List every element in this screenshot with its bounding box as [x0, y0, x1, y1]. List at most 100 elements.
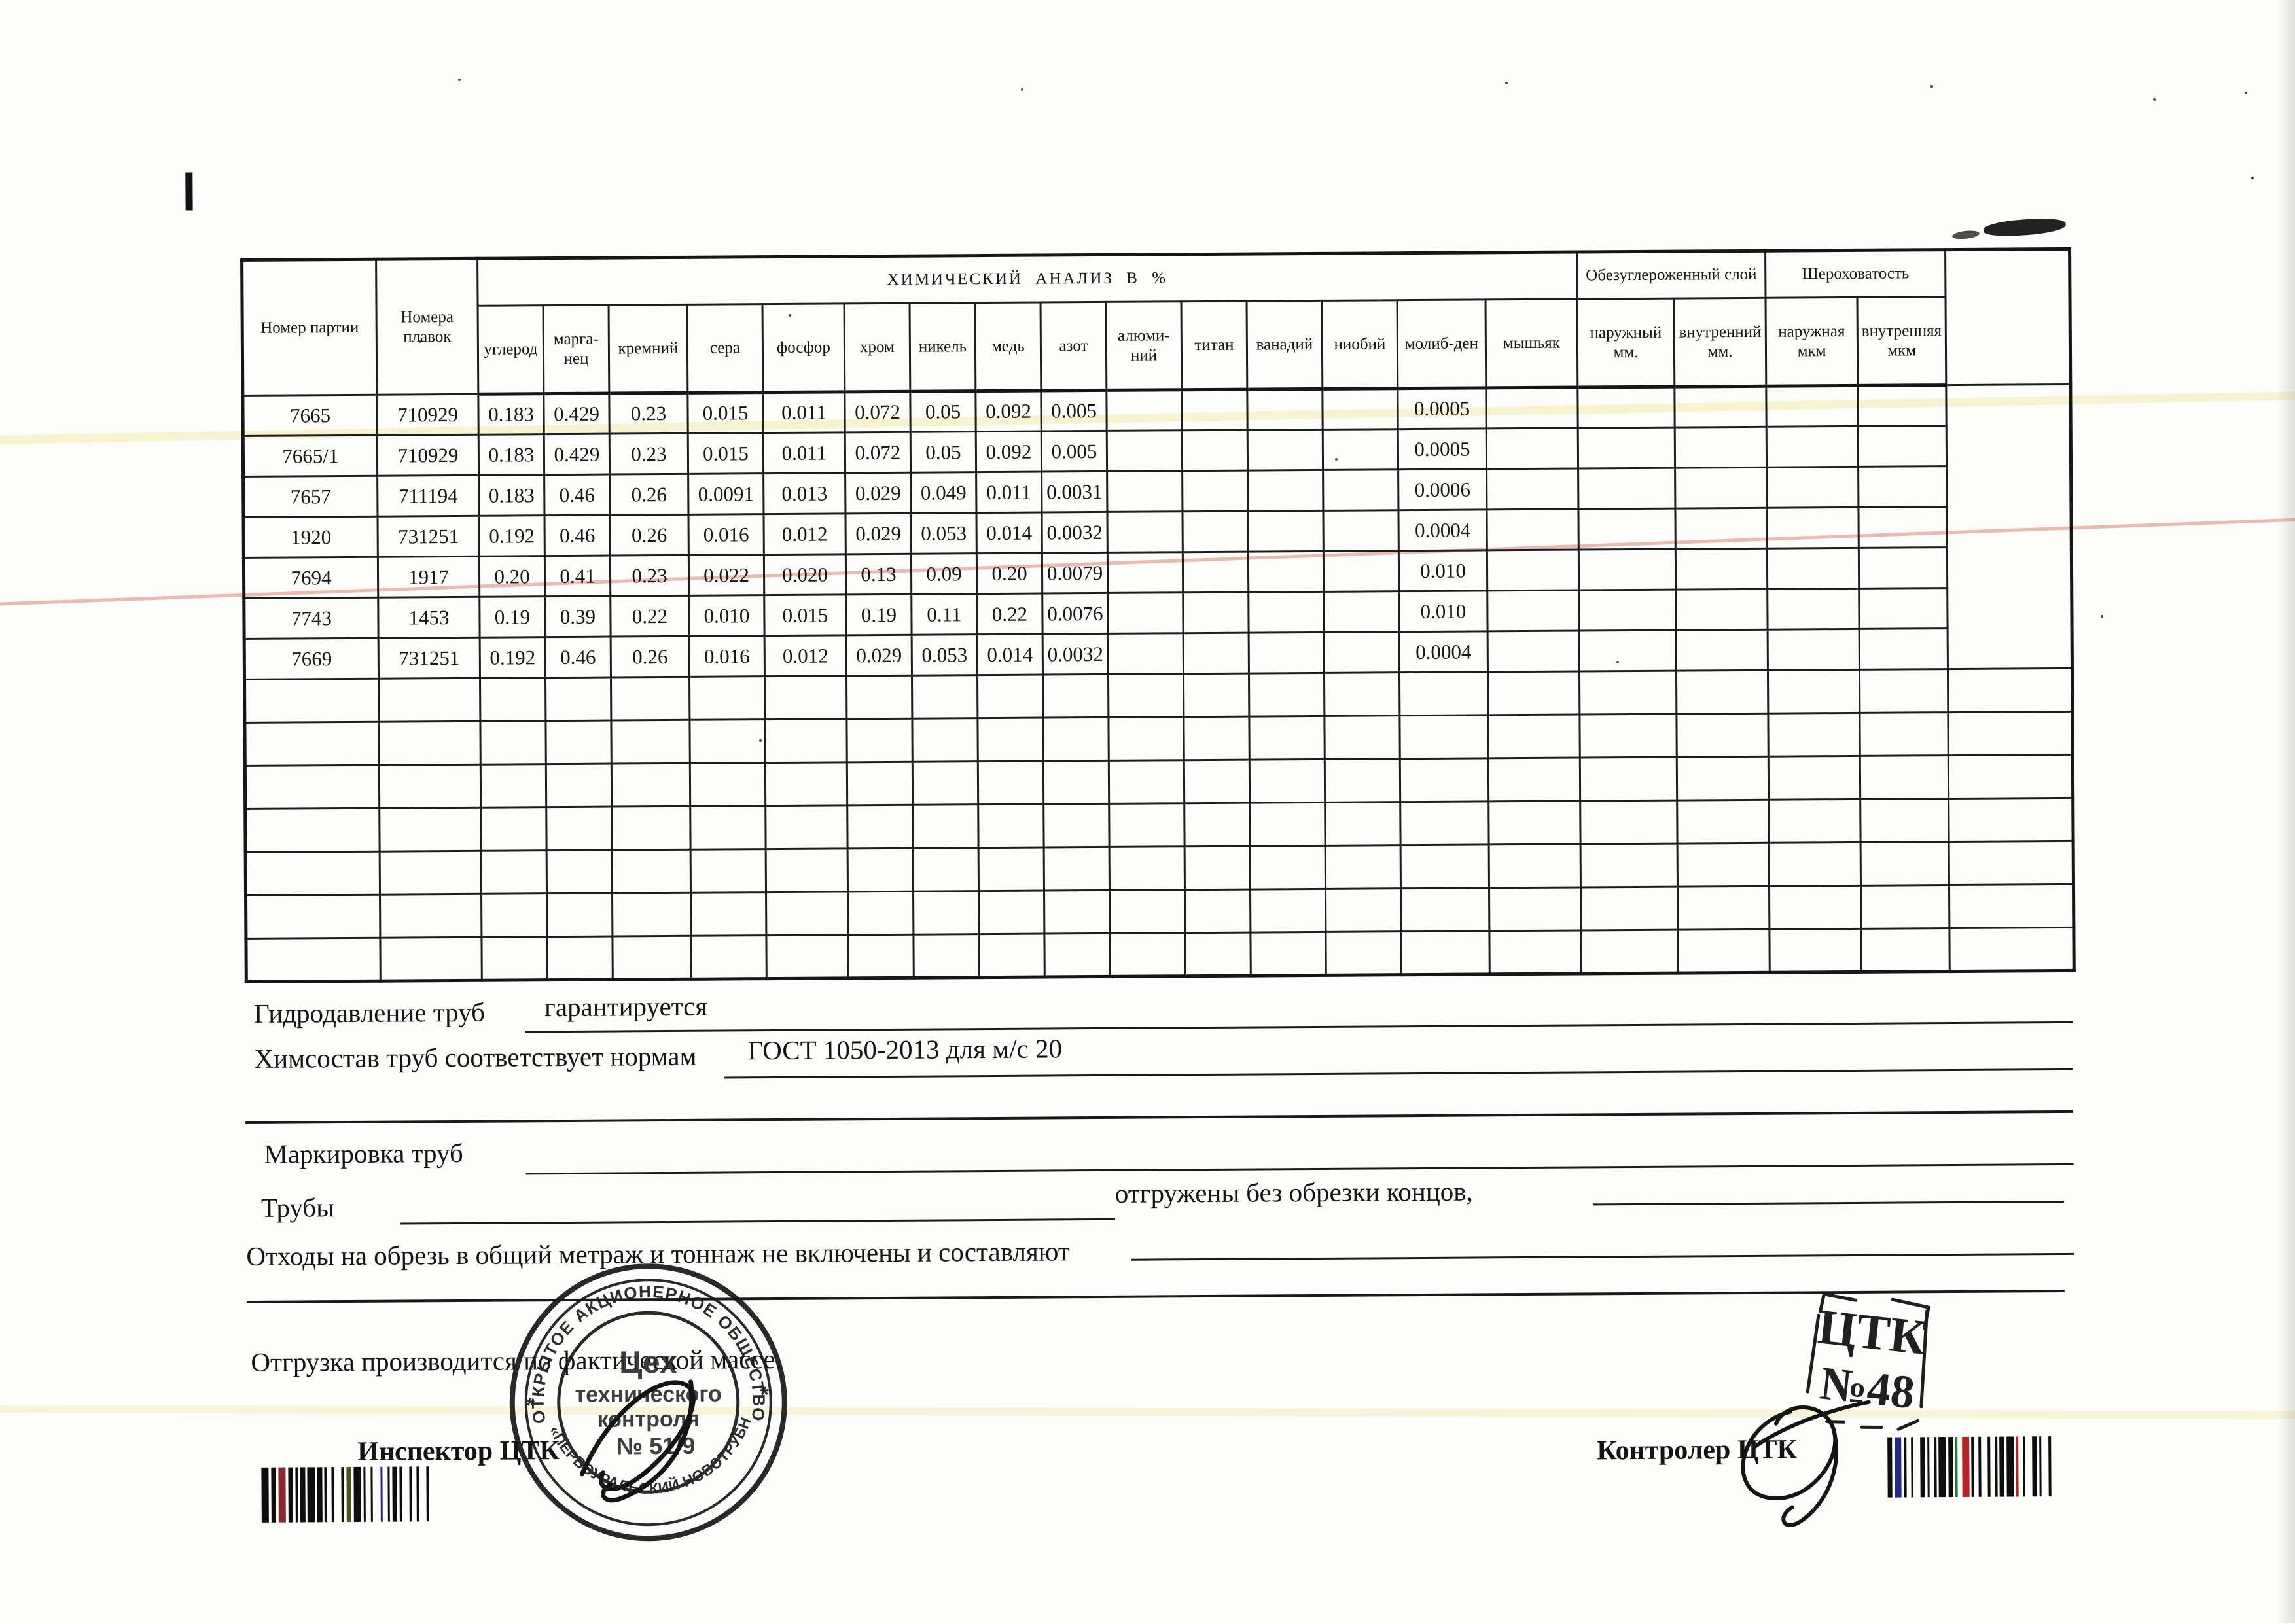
table-cell: 0.22 — [610, 595, 690, 637]
shipped-without-trimming-text: отгружены без обрезки концов, — [1114, 1176, 1473, 1209]
table-cell — [1860, 755, 1949, 800]
table-cell — [1183, 633, 1249, 674]
table-cell: 0.183 — [478, 474, 544, 516]
table-cell — [766, 848, 848, 892]
table-cell — [546, 893, 613, 937]
header-phosphorus: фосфор — [762, 303, 845, 393]
table-cell — [1675, 589, 1768, 631]
table-cell — [1400, 801, 1489, 845]
table-cell: 0.010 — [1398, 550, 1487, 591]
table-cell — [1325, 802, 1401, 846]
table-cell — [1249, 759, 1325, 803]
chem-compliance-value: ГОСТ 1050-2013 для м/с 20 — [747, 1033, 1063, 1066]
table-cell — [1766, 467, 1859, 508]
table-cell — [1184, 932, 1251, 976]
table-cell — [1487, 671, 1580, 715]
table-cell — [1768, 756, 1860, 800]
table-cell — [1579, 714, 1677, 758]
table-cell — [1108, 716, 1184, 761]
table-cell — [1182, 511, 1249, 552]
table-cell — [545, 677, 611, 721]
header-carbon: углерод — [478, 305, 544, 395]
table-cell — [1860, 841, 1949, 886]
table-cell — [846, 675, 912, 719]
table-cell — [1250, 845, 1326, 890]
table-cell — [1677, 843, 1770, 887]
table-cell — [1109, 932, 1186, 977]
table-cell: 7665/1 — [243, 435, 378, 477]
header-nickel: никель — [910, 302, 976, 392]
table-cell: 0.39 — [544, 596, 611, 637]
table-cell — [1675, 548, 1768, 590]
table-cell: 1920 — [243, 516, 378, 558]
table-cell — [245, 894, 380, 939]
table-cell — [1580, 930, 1679, 974]
table-cell — [1107, 430, 1183, 472]
controller-signature — [1741, 1400, 1871, 1527]
table-cell — [481, 893, 547, 938]
header-silicon: кремний — [609, 304, 688, 394]
table-cell — [1677, 886, 1770, 930]
table-cell — [1767, 548, 1859, 590]
barcode-bar — [353, 1466, 361, 1522]
barcode-bar — [278, 1467, 286, 1523]
table-cell — [245, 851, 380, 896]
table-cell — [1486, 509, 1579, 550]
table-cell: 0.13 — [845, 554, 912, 595]
table-cell: 1917 — [378, 556, 480, 598]
table-cell — [1324, 672, 1400, 716]
table-cell — [1578, 468, 1676, 510]
table-cell: 0.429 — [543, 393, 610, 434]
table-cell — [846, 718, 913, 762]
table-cell — [1107, 470, 1183, 512]
barcode-bar — [2006, 1436, 2014, 1497]
table-cell — [1247, 470, 1323, 512]
table-cell — [912, 718, 978, 762]
ctk-stamp-line2: №48 — [1817, 1356, 1917, 1419]
table-cell: 0.05 — [910, 431, 976, 473]
shipped-underline — [1592, 1201, 2064, 1206]
table-cell — [1580, 757, 1677, 802]
table-cell — [690, 805, 766, 850]
table-cell — [847, 848, 914, 892]
scan-smudge — [1983, 216, 2067, 239]
table-cell — [1489, 930, 1582, 974]
table-cell: 0.016 — [688, 514, 764, 556]
ctk-stamp-line1: ЦТК — [1815, 1299, 1929, 1366]
table-cell: 0.11 — [911, 593, 978, 635]
barcode-bar — [402, 1466, 410, 1521]
table-cell — [1325, 758, 1400, 803]
table-cell — [1859, 588, 1948, 629]
table-cell: 0.020 — [764, 554, 846, 595]
table-cell — [690, 762, 766, 807]
table-cell: 0.183 — [478, 434, 544, 476]
table-cell — [1043, 760, 1109, 805]
table-cell — [766, 891, 848, 936]
table-cell — [1580, 843, 1678, 888]
table-cell: 710929 — [376, 394, 479, 436]
table-cell: 0.072 — [845, 432, 911, 473]
table-cell — [1675, 467, 1768, 509]
header-aluminium: алюми-ний — [1106, 301, 1182, 391]
header-melt-numbers: Номера плавок — [376, 258, 478, 395]
table-cell — [1109, 889, 1185, 934]
barcode-bar — [2042, 1436, 2049, 1496]
table-cell — [1044, 847, 1110, 891]
table-cell — [1487, 550, 1579, 591]
table-cell — [1322, 388, 1398, 430]
barcode-bar — [373, 1467, 381, 1522]
table-cell — [1184, 846, 1251, 890]
header-vanadium: ванадий — [1247, 300, 1323, 390]
table-cell — [1183, 552, 1249, 593]
table-cell — [1488, 801, 1581, 845]
table-cell: 7694 — [243, 557, 378, 599]
table-cell — [913, 891, 979, 935]
table-cell — [1768, 799, 1861, 843]
table-cell: 731251 — [377, 516, 480, 557]
table-cell — [978, 761, 1044, 805]
table-cell — [1487, 590, 1580, 631]
table-cell — [1182, 470, 1248, 512]
table-cell: 0.016 — [689, 635, 765, 677]
table-cell — [1860, 798, 1949, 843]
table-cell — [912, 804, 979, 849]
